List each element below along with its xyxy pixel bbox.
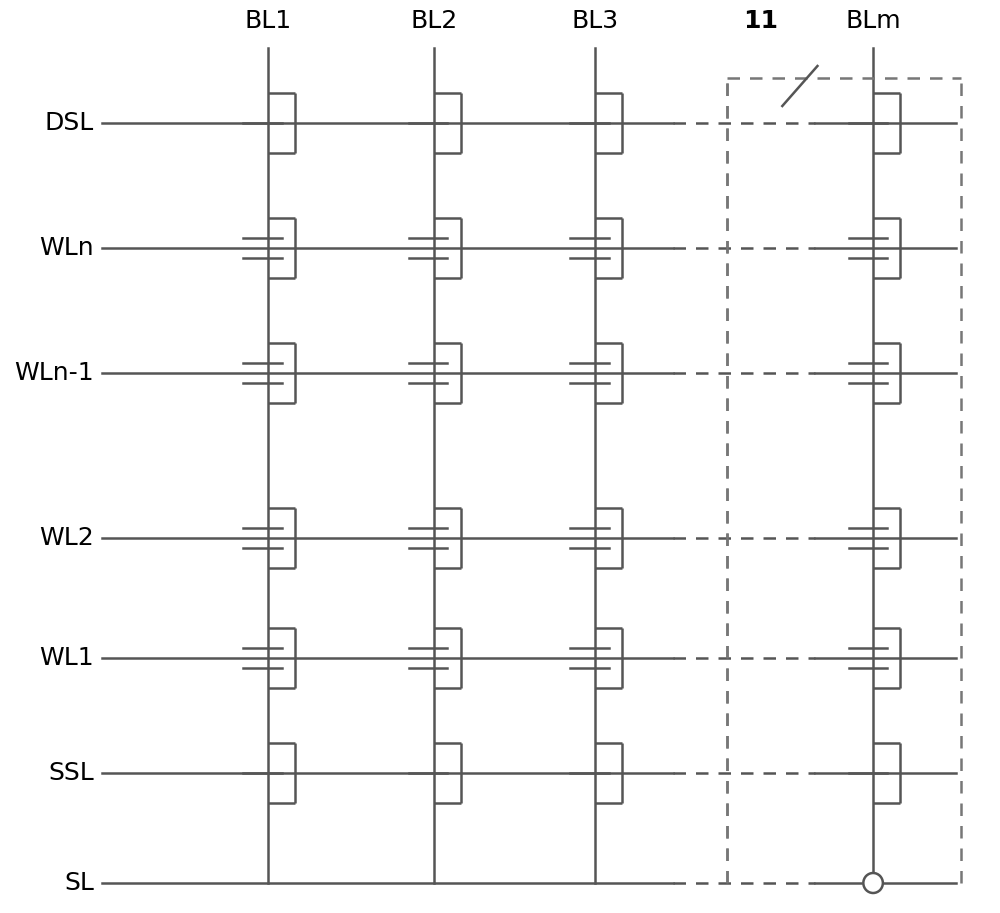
Circle shape <box>863 873 883 893</box>
Text: 11: 11 <box>743 9 778 33</box>
Text: BL2: BL2 <box>410 9 457 33</box>
Text: BL3: BL3 <box>571 9 618 33</box>
Text: BLm: BLm <box>845 9 901 33</box>
Text: WLn: WLn <box>39 236 94 260</box>
Text: SL: SL <box>64 871 94 895</box>
Text: WL1: WL1 <box>39 646 94 670</box>
Text: WLn-1: WLn-1 <box>14 361 94 385</box>
Text: SSL: SSL <box>48 761 94 785</box>
Text: BL1: BL1 <box>244 9 291 33</box>
Text: WL2: WL2 <box>39 526 94 550</box>
Text: DSL: DSL <box>45 111 94 135</box>
